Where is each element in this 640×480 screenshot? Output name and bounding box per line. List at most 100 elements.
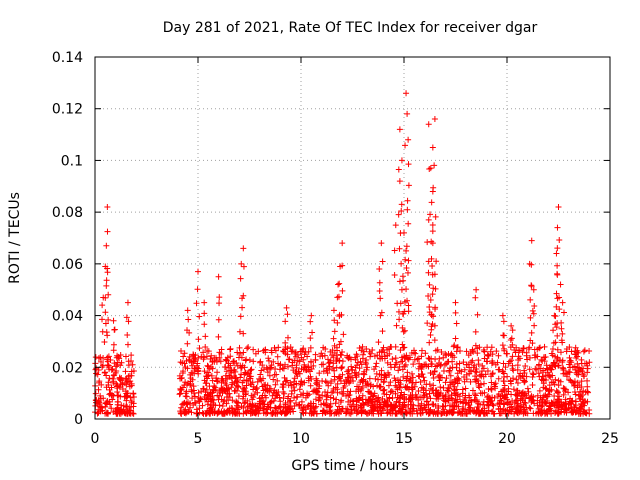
data-point <box>467 378 474 385</box>
data-point <box>288 390 295 397</box>
data-point <box>546 364 553 371</box>
data-point <box>209 357 216 364</box>
data-point <box>105 362 112 369</box>
data-point <box>358 377 365 384</box>
data-point <box>352 356 359 363</box>
data-point <box>247 373 254 380</box>
data-point <box>199 402 206 409</box>
data-point <box>520 345 527 352</box>
data-point <box>224 354 231 361</box>
data-point <box>560 365 567 372</box>
data-point <box>369 393 376 400</box>
data-point <box>403 286 410 293</box>
data-point <box>306 391 313 398</box>
data-point <box>209 377 216 384</box>
data-point <box>260 375 267 382</box>
data-point <box>504 396 511 403</box>
data-point <box>110 317 117 324</box>
data-point <box>218 350 225 357</box>
data-point <box>475 382 482 389</box>
data-point <box>378 240 385 247</box>
data-point <box>180 353 187 360</box>
data-point <box>188 388 195 395</box>
data-point <box>472 294 479 301</box>
data-point <box>568 404 575 411</box>
data-point <box>427 332 434 339</box>
data-point <box>405 302 412 309</box>
data-point <box>216 300 223 307</box>
data-point <box>234 377 241 384</box>
data-point <box>429 188 436 195</box>
data-point <box>201 368 208 375</box>
data-point <box>367 381 374 388</box>
data-point <box>102 400 109 407</box>
data-point <box>377 383 384 390</box>
data-point <box>408 384 415 391</box>
data-point <box>101 369 108 376</box>
data-point <box>452 299 459 306</box>
data-point <box>114 398 121 405</box>
data-point <box>393 359 400 366</box>
data-point <box>383 391 390 398</box>
data-point <box>525 388 532 395</box>
data-point <box>287 409 294 416</box>
data-point <box>526 344 533 351</box>
data-point <box>391 364 398 371</box>
data-point <box>196 345 203 352</box>
data-point <box>472 373 479 380</box>
data-point <box>240 330 247 337</box>
data-point <box>290 384 297 391</box>
data-point <box>488 360 495 367</box>
data-point <box>396 178 403 185</box>
data-point <box>314 381 321 388</box>
data-point <box>496 400 503 407</box>
data-point <box>186 329 193 336</box>
data-point <box>484 351 491 358</box>
data-point <box>182 406 189 413</box>
data-point <box>545 406 552 413</box>
data-point <box>220 398 227 405</box>
data-point <box>105 379 112 386</box>
data-point <box>556 294 563 301</box>
data-point <box>105 316 112 323</box>
data-point <box>268 362 275 369</box>
data-point <box>377 312 384 319</box>
data-point <box>335 374 342 381</box>
data-point <box>412 350 419 357</box>
data-point <box>201 299 208 306</box>
data-point <box>337 263 344 270</box>
data-point <box>307 382 314 389</box>
data-point <box>398 157 405 164</box>
data-point <box>401 363 408 370</box>
data-point <box>324 356 331 363</box>
data-point <box>378 309 385 316</box>
data-point <box>313 410 320 417</box>
data-point <box>586 406 593 413</box>
data-point <box>376 288 383 295</box>
data-point <box>294 357 301 364</box>
data-point <box>391 271 398 278</box>
data-point <box>528 398 535 405</box>
data-point <box>427 395 434 402</box>
data-point <box>508 357 515 364</box>
data-point <box>400 399 407 406</box>
data-point <box>121 409 128 416</box>
data-point <box>200 356 207 363</box>
data-point <box>538 403 545 410</box>
data-point <box>404 110 411 117</box>
data-point <box>319 408 326 415</box>
data-point <box>308 312 315 319</box>
data-point <box>514 393 521 400</box>
data-point <box>559 339 566 346</box>
data-point <box>185 316 192 323</box>
data-point <box>312 357 319 364</box>
data-point <box>485 385 492 392</box>
data-point <box>541 343 548 350</box>
data-point <box>239 304 246 311</box>
data-point <box>571 382 578 389</box>
data-point <box>215 316 222 323</box>
data-point <box>431 271 438 278</box>
data-point <box>95 409 102 416</box>
data-point <box>302 394 309 401</box>
data-point <box>453 399 460 406</box>
